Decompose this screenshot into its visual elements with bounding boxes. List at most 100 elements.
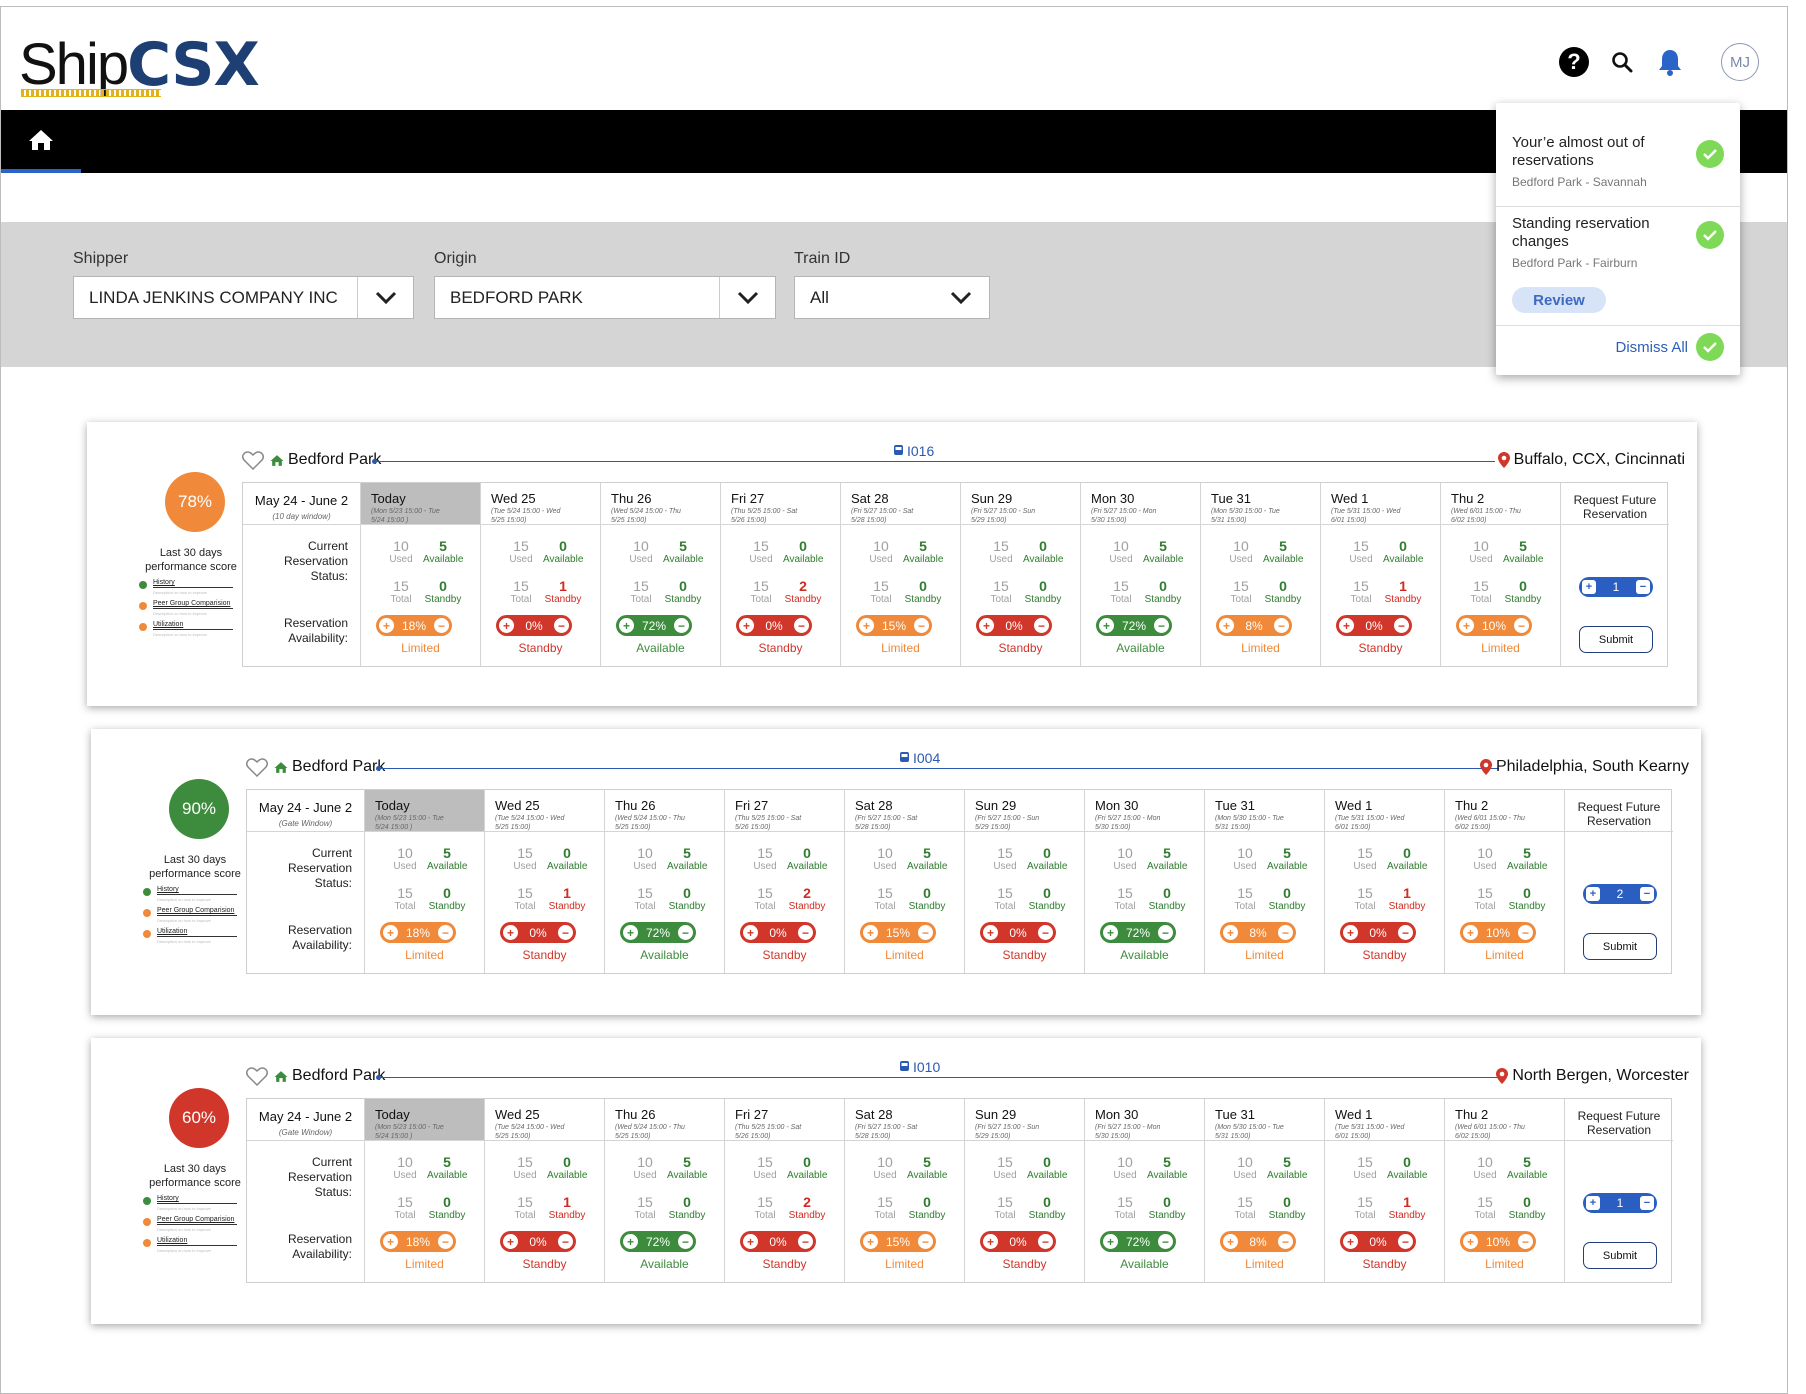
plus-icon[interactable]: + [623,1234,638,1249]
notification-item[interactable]: Your’e almost out of reservations Bedfor… [1512,134,1724,189]
plus-icon[interactable]: + [623,925,638,940]
day-header[interactable]: Thu 2 (Wed 6/01 15:00 - Thu 6/02 15:00) [1445,790,1564,832]
review-button[interactable]: Review [1512,287,1606,313]
plus-icon[interactable]: + [379,618,394,633]
day-header[interactable]: Fri 27 (Thu 5/25 15:00 - Sat 5/26 15:00) [725,790,844,832]
legend-item[interactable]: Utilization Description on how to improv… [139,621,251,637]
legend-item[interactable]: Peer Group Comparision Description on ho… [143,907,255,923]
plus-icon[interactable]: + [503,1234,518,1249]
train-id[interactable]: I004 [899,750,940,766]
minus-icon[interactable]: − [1158,1234,1173,1249]
day-header[interactable]: Sun 29 (Fri 5/27 15:00 - Sun 5/29 15:00) [965,1099,1084,1141]
legend-item[interactable]: Peer Group Comparision Description on ho… [143,1216,255,1232]
legend-item[interactable]: History Description on how to improve [143,886,255,902]
plus-icon[interactable]: + [863,1234,878,1249]
minus-icon[interactable]: − [554,618,569,633]
plus-icon[interactable]: + [1103,925,1118,940]
legend-item[interactable]: History Description on how to improve [139,579,251,595]
help-icon[interactable]: ? [1559,47,1589,77]
plus-icon[interactable]: + [743,925,758,940]
day-header[interactable]: Wed 25 (Tue 5/24 15:00 - Wed 5/25 15:00) [485,1099,604,1141]
day-header[interactable]: Fri 27 (Thu 5/25 15:00 - Sat 5/26 15:00) [721,483,840,525]
minus-icon[interactable]: − [798,925,813,940]
day-header[interactable]: Mon 30 (Fri 5/27 15:00 - Mon 5/30 15:00) [1081,483,1200,525]
plus-icon[interactable]: + [1463,1234,1478,1249]
submit-button[interactable]: Submit [1583,1242,1657,1269]
check-icon[interactable] [1696,140,1724,168]
minus-icon[interactable]: − [918,1234,933,1249]
plus-icon[interactable]: + [1343,925,1358,940]
plus-icon[interactable]: + [503,925,518,940]
quantity-stepper[interactable]: + 2 − [1583,884,1657,904]
heart-icon[interactable] [246,1067,268,1091]
plus-icon[interactable]: + [1339,618,1354,633]
plus-icon[interactable]: + [1099,618,1114,633]
minus-icon[interactable]: − [678,925,693,940]
plus-icon[interactable]: + [1343,1234,1358,1249]
minus-icon[interactable]: − [438,925,453,940]
legend-item[interactable]: History Description on how to improve [143,1195,255,1211]
plus-icon[interactable]: + [619,618,634,633]
day-header[interactable]: Wed 1 (Tue 5/31 15:00 - Wed 6/01 15:00) [1321,483,1440,525]
day-header[interactable]: Sun 29 (Fri 5/27 15:00 - Sun 5/29 15:00) [965,790,1084,832]
plus-icon[interactable]: + [1582,580,1596,594]
plus-icon[interactable]: + [983,925,998,940]
minus-icon[interactable]: − [1154,618,1169,633]
legend-item[interactable]: Utilization Description on how to improv… [143,928,255,944]
shipper-select[interactable]: LINDA JENKINS COMPANY INC [73,276,414,319]
day-header[interactable]: Fri 27 (Thu 5/25 15:00 - Sat 5/26 15:00) [725,1099,844,1141]
quantity-stepper[interactable]: + 1 − [1579,577,1653,597]
minus-icon[interactable]: − [918,925,933,940]
legend-item[interactable]: Peer Group Comparision Description on ho… [139,600,251,616]
minus-icon[interactable]: − [674,618,689,633]
minus-icon[interactable]: − [1636,580,1650,594]
minus-icon[interactable]: − [798,1234,813,1249]
legend-item[interactable]: Utilization Description on how to improv… [143,1237,255,1253]
day-header[interactable]: Mon 30 (Fri 5/27 15:00 - Mon 5/30 15:00) [1085,790,1204,832]
plus-icon[interactable]: + [979,618,994,633]
day-header[interactable]: Thu 26 (Wed 5/24 15:00 - Thu 5/25 15:00) [601,483,720,525]
train-id[interactable]: I016 [893,443,934,459]
submit-button[interactable]: Submit [1583,933,1657,960]
plus-icon[interactable]: + [863,925,878,940]
day-header[interactable]: Sun 29 (Fri 5/27 15:00 - Sun 5/29 15:00) [961,483,1080,525]
minus-icon[interactable]: − [1394,618,1409,633]
minus-icon[interactable]: − [1518,1234,1533,1249]
day-header[interactable]: Today (Mon 5/23 15:00 - Tue 5/24 15:00 ) [365,790,484,832]
check-icon[interactable] [1696,221,1724,249]
search-icon[interactable] [1607,47,1637,77]
plus-icon[interactable]: + [1223,1234,1238,1249]
home-tab[interactable] [1,110,81,173]
minus-icon[interactable]: − [1518,925,1533,940]
day-header[interactable]: Tue 31 (Mon 5/30 15:00 - Tue 5/31 15:00) [1201,483,1320,525]
plus-icon[interactable]: + [1586,887,1600,901]
plus-icon[interactable]: + [499,618,514,633]
minus-icon[interactable]: − [1158,925,1173,940]
day-header[interactable]: Mon 30 (Fri 5/27 15:00 - Mon 5/30 15:00) [1085,1099,1204,1141]
avatar[interactable]: MJ [1721,43,1759,81]
minus-icon[interactable]: − [558,1234,573,1249]
submit-button[interactable]: Submit [1579,626,1653,653]
minus-icon[interactable]: − [1038,925,1053,940]
day-header[interactable]: Wed 1 (Tue 5/31 15:00 - Wed 6/01 15:00) [1325,790,1444,832]
day-header[interactable]: Sat 28 (Fri 5/27 15:00 - Sat 5/28 15:00) [845,790,964,832]
train-select[interactable]: All [794,276,990,319]
plus-icon[interactable]: + [983,1234,998,1249]
day-header[interactable]: Sat 28 (Fri 5/27 15:00 - Sat 5/28 15:00) [845,1099,964,1141]
minus-icon[interactable]: − [558,925,573,940]
shipcsx-logo[interactable]: Ship CSX [19,25,260,97]
minus-icon[interactable]: − [1640,1196,1654,1210]
minus-icon[interactable]: − [794,618,809,633]
minus-icon[interactable]: − [678,1234,693,1249]
day-header[interactable]: Tue 31 (Mon 5/30 15:00 - Tue 5/31 15:00) [1205,1099,1324,1141]
day-header[interactable]: Thu 2 (Wed 6/01 15:00 - Thu 6/02 15:00) [1441,483,1560,525]
plus-icon[interactable]: + [1459,618,1474,633]
plus-icon[interactable]: + [1219,618,1234,633]
minus-icon[interactable]: − [1278,925,1293,940]
day-header[interactable]: Wed 25 (Tue 5/24 15:00 - Wed 5/25 15:00) [481,483,600,525]
minus-icon[interactable]: − [1514,618,1529,633]
plus-icon[interactable]: + [1463,925,1478,940]
day-header[interactable]: Wed 1 (Tue 5/31 15:00 - Wed 6/01 15:00) [1325,1099,1444,1141]
origin-select[interactable]: BEDFORD PARK [434,276,776,319]
bell-icon[interactable] [1655,47,1685,77]
